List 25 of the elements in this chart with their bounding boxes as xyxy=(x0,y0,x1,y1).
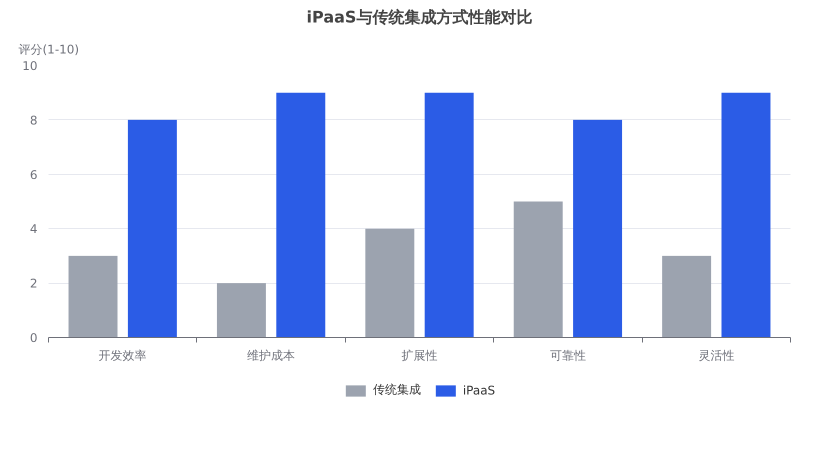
bar xyxy=(68,256,118,338)
y-tick-label: 10 xyxy=(22,59,38,73)
bar xyxy=(216,283,266,338)
bar xyxy=(365,228,414,338)
y-tick-label: 2 xyxy=(30,276,38,291)
y-tick-label: 0 xyxy=(30,331,38,345)
y-tick-label: 6 xyxy=(30,168,38,182)
y-tick-label: 8 xyxy=(30,113,38,128)
x-tick-label: 灵活性 xyxy=(698,348,734,362)
legend-label: iPaaS xyxy=(462,383,496,397)
legend-label: 传统集成 xyxy=(372,382,421,398)
bar xyxy=(662,256,712,338)
bar xyxy=(573,120,622,338)
y-tick-label: 4 xyxy=(30,222,38,236)
x-tick-label: 维护成本 xyxy=(247,348,296,362)
bar xyxy=(721,92,770,338)
x-tick-label: 开发效率 xyxy=(98,348,147,362)
x-tick-label: 扩展性 xyxy=(402,348,438,362)
bar xyxy=(514,202,563,338)
bar xyxy=(276,92,326,338)
bar xyxy=(424,92,474,338)
chart-title: iPaaS与传统集成方式性能对比 xyxy=(306,8,532,26)
x-tick-label: 可靠性 xyxy=(550,348,586,362)
bar xyxy=(128,120,177,338)
y-axis-title: 评分(1-10) xyxy=(18,42,80,56)
